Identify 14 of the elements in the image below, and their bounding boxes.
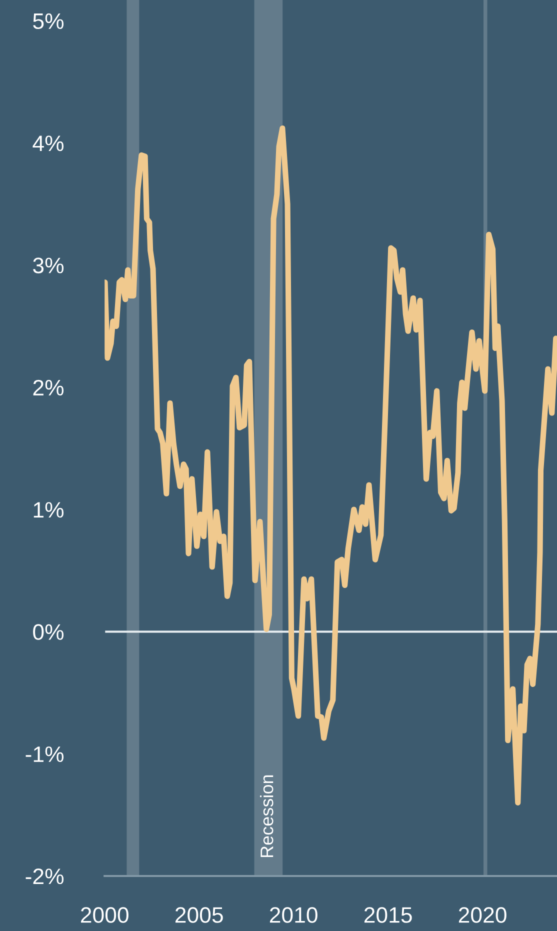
y-tick-label: 4% [32,136,64,152]
y-tick-label: 5% [33,13,64,30]
x-tick-label: 2015 [364,907,412,923]
y-tick-label: 3% [33,258,64,274]
y-tick-label: 2% [33,380,64,396]
x-tick-label: 2005 [175,907,223,923]
y-tick-label: 1% [34,502,64,518]
y-tick-label: 0% [33,624,64,640]
x-tick-label: 2000 [81,907,128,923]
y-tick-label: -1% [26,746,64,762]
band-label: Recession [260,775,274,857]
x-tick-label: 2020 [458,907,506,923]
x-tick-label: 2010 [270,907,318,923]
y-tick-label: -2% [26,868,64,884]
